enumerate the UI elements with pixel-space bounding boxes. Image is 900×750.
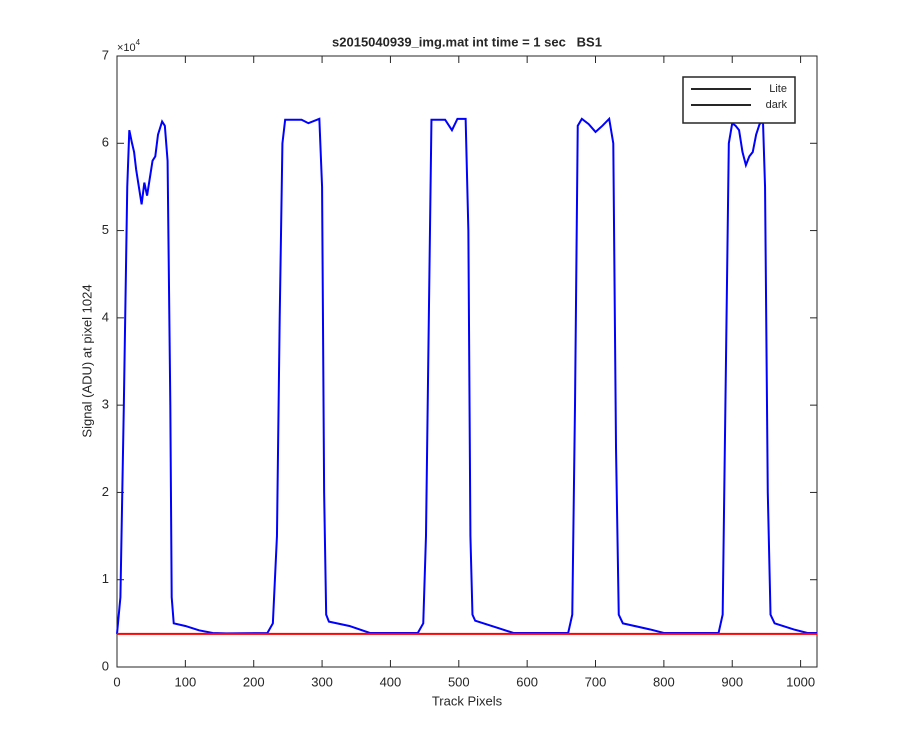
- x-axis-label: Track Pixels: [432, 693, 503, 708]
- y-tick-label: 3: [102, 397, 109, 412]
- legend-label: dark: [766, 99, 788, 111]
- plot-area: 0 100 200 300 400 500 600 700 800 900 1000 0 1 2 3 4 5 6 7…: [102, 47, 818, 689]
- x-tick-label: 900: [721, 674, 743, 689]
- x-tick-label: 500: [448, 674, 470, 689]
- exponent-base: ×10: [117, 42, 136, 54]
- x-tick-label: 100: [175, 674, 197, 689]
- legend-box: [682, 76, 796, 124]
- x-tick-label: 200: [243, 674, 265, 689]
- y-tick-label: 6: [102, 135, 109, 150]
- y-tick-label: 2: [102, 484, 109, 499]
- exponent-power: 4: [136, 38, 141, 47]
- y-tick-label: 4: [102, 309, 109, 324]
- x-tick-label: 0: [113, 674, 120, 689]
- y-tick-label: 1: [102, 571, 109, 586]
- chart-title: s2015040939_img.mat int time = 1 sec BS1: [332, 34, 602, 49]
- data-line: [116, 116, 817, 635]
- x-tick-label: 400: [380, 674, 402, 689]
- y-tick-label: 0: [102, 658, 109, 673]
- y-tick-label: 5: [102, 222, 109, 237]
- x-tick-label: 600: [516, 674, 538, 689]
- y-exponent: ×104: [117, 38, 141, 54]
- x-tick-label: 300: [311, 674, 333, 689]
- x-tick-label: 700: [585, 674, 607, 689]
- y-tick-label: 7: [102, 47, 109, 62]
- legend-label: Lite: [769, 83, 787, 95]
- x-tick-label: 1000: [786, 674, 815, 689]
- y-axis-label: Signal (ADU) at pixel 1024: [79, 284, 94, 437]
- x-tick-label: 800: [653, 674, 675, 689]
